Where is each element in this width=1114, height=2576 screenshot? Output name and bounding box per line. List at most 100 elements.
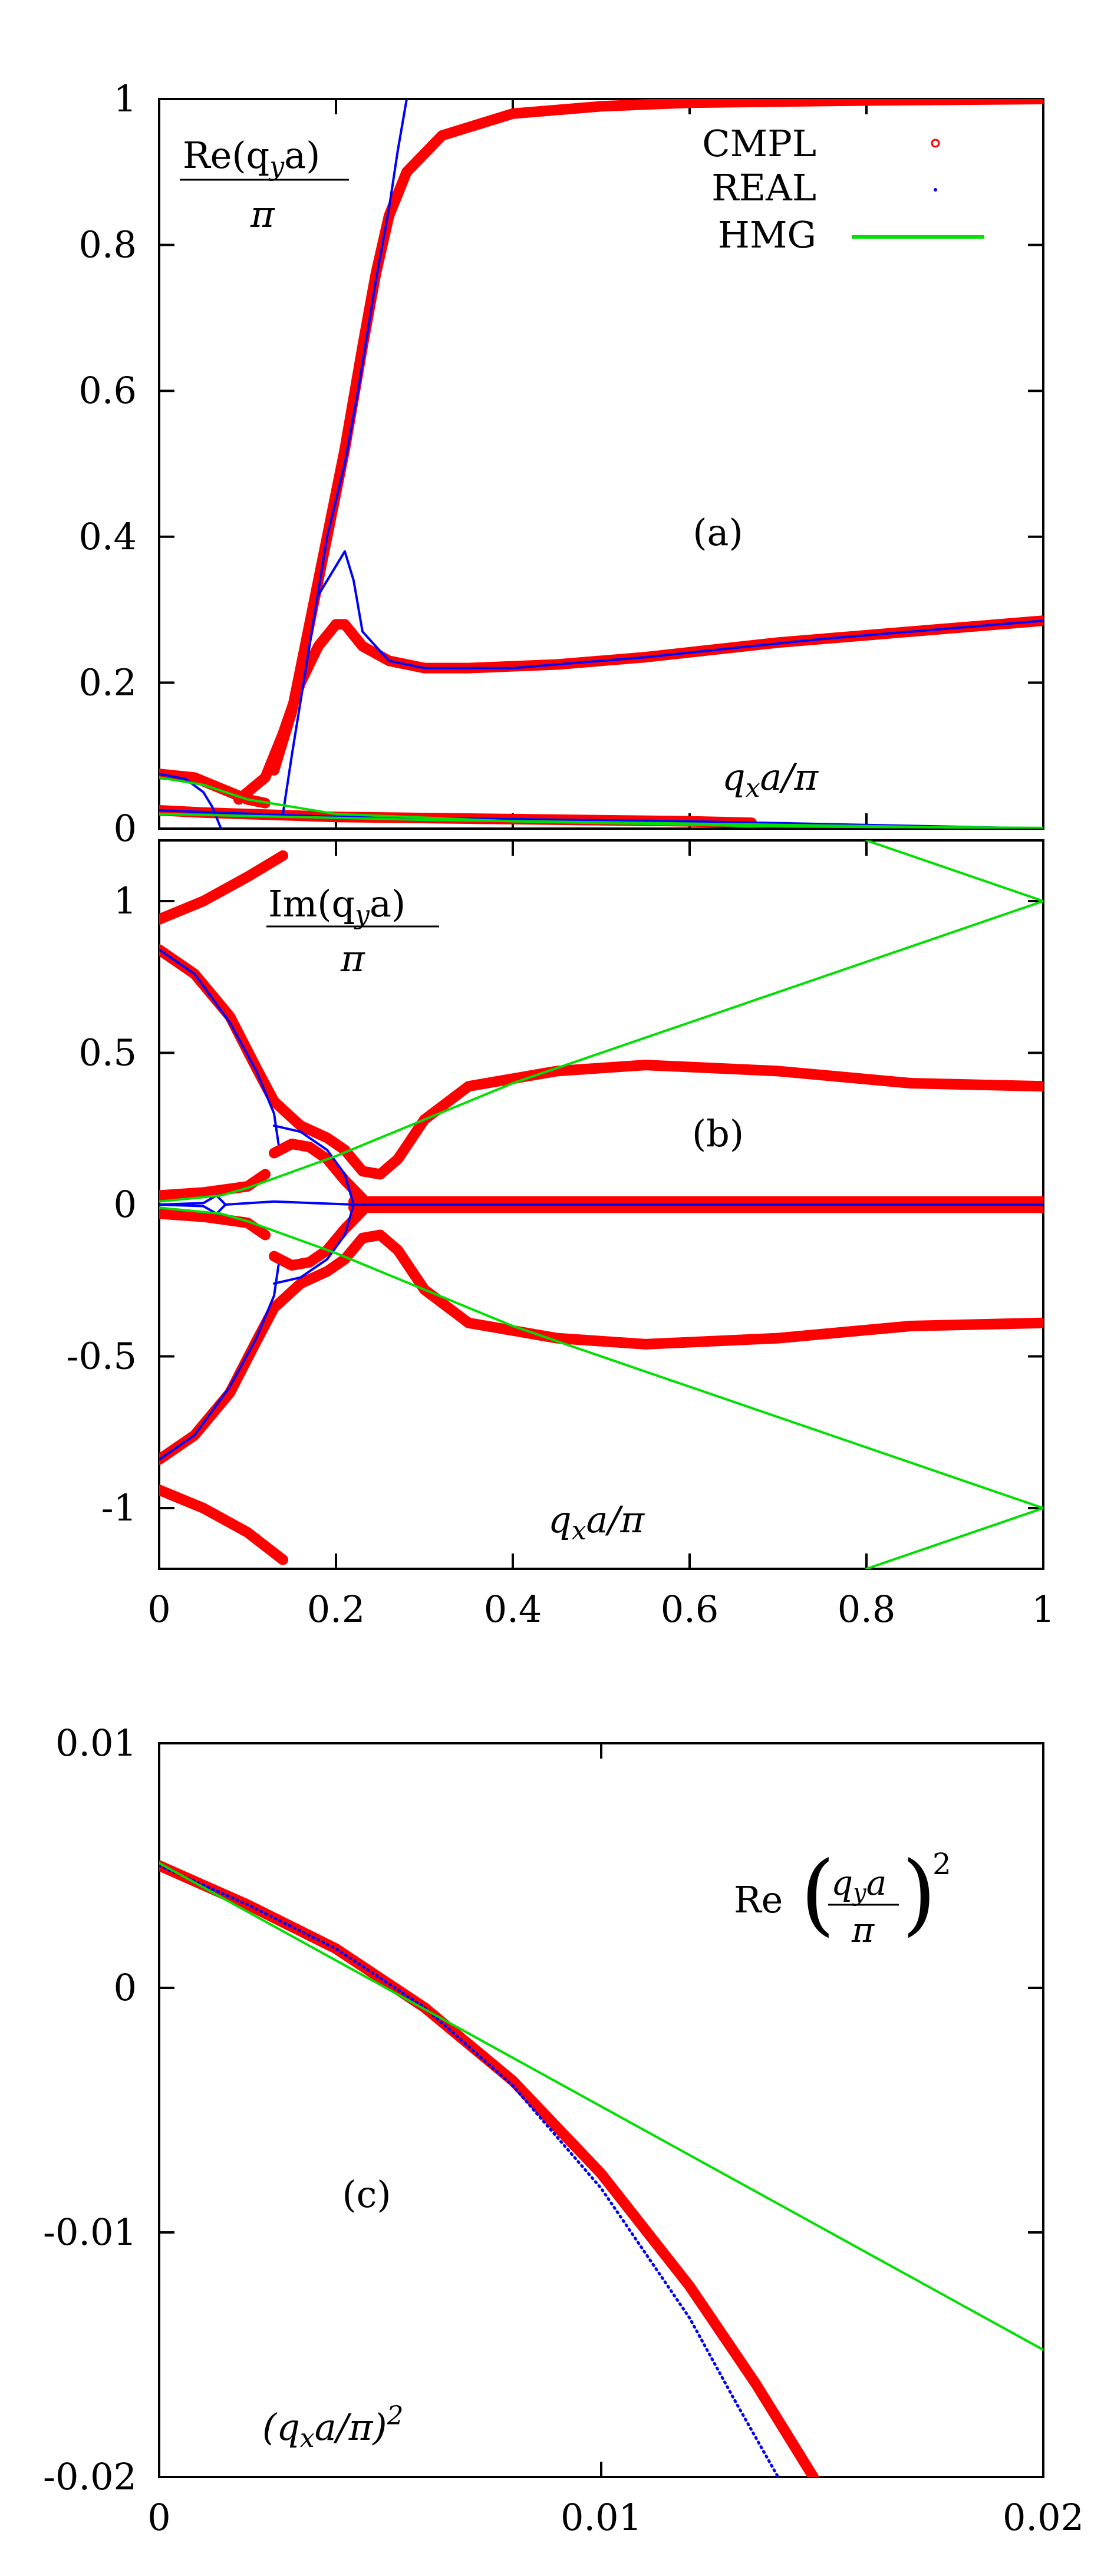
ytick-label-c-0: -0.02	[43, 2455, 137, 2498]
xtick-label-b-1: 0.2	[307, 1588, 365, 1631]
series-cmpl-a-curve-0	[269, 99, 1043, 776]
ticks-a: 0 0.2 0.4 0.6 0.8 1	[78, 77, 1044, 850]
legend-real-label: REAL	[711, 166, 816, 209]
series-real-b-curve-2	[273, 1124, 355, 1206]
ylabel-b-part2: a)	[370, 882, 406, 925]
ytick-label-c-1: -0.01	[43, 2211, 137, 2254]
ytick-label-a-3: 0.6	[78, 369, 137, 412]
ylabel-b-part1: Im(q	[268, 882, 355, 925]
ylabel-c-sub: y	[852, 1879, 867, 1907]
ytick-label-b-3: 0.5	[78, 1031, 137, 1074]
ylabel-a-denominator: π	[250, 193, 275, 236]
ylabel-a-part1: Re(q	[183, 134, 269, 177]
series-real-b-curve-1	[159, 1264, 280, 1461]
svg-text:Im(qya): Im(qya)	[268, 882, 406, 930]
xtick-label-b-0: 0	[147, 1588, 170, 1631]
series-cmpl-b-curve-0	[159, 850, 288, 925]
curves-a	[159, 99, 1043, 829]
ylabel-c-a: a	[866, 1863, 887, 1903]
ylabel-c-denominator: π	[851, 1910, 875, 1950]
legend-real-marker	[934, 188, 937, 192]
ytick-label-c-2: 0	[114, 1966, 137, 2009]
xlabel-b-sub: x	[572, 1516, 586, 1546]
xlabel-c-sub: x	[300, 2423, 315, 2453]
panel-label-a: (a)	[693, 511, 743, 554]
xtick-label-b-3: 0.6	[661, 1588, 719, 1631]
ylabel-c-q: q	[831, 1863, 853, 1903]
ytick-label-b-0: -1	[101, 1486, 137, 1529]
ylabel-c-num: qya	[831, 1863, 886, 1907]
series-hmg-b-curve-1	[159, 1206, 1043, 1509]
ylabel-c: Re ( qya π ) 2	[734, 1843, 951, 1950]
panel-label-b: (b)	[692, 1112, 744, 1155]
xtick-label-b-2: 0.4	[484, 1588, 542, 1631]
xlabel-c: (qxa/π)2	[262, 2401, 404, 2453]
series-real-b-curve-3	[273, 1203, 355, 1285]
plot-frame-a	[158, 98, 1044, 830]
panel-a: 0 0.2 0.4 0.6 0.8 1 Re(qya) π CMPL REAL HMG (…	[78, 77, 1044, 850]
series-real-b-curve-4	[159, 1194, 227, 1206]
ytick-label-b-1: -0.5	[66, 1335, 137, 1378]
series-hmg-a-curve-0	[159, 776, 1043, 829]
xtick-label-c-1: 0.01	[561, 2496, 642, 2539]
series-hmg-b-curve-2	[865, 840, 1043, 902]
series-cmpl-b-curve-6	[159, 1169, 271, 1201]
series-real-a-curve-2	[159, 773, 222, 829]
series-real-a-curve-1	[317, 550, 1043, 669]
legend-hmg-label: HMG	[718, 213, 816, 256]
ylabel-c-exponent: 2	[932, 1847, 951, 1881]
ytick-label-a-5: 1	[114, 77, 137, 120]
legend-cmpl-label: CMPL	[702, 122, 816, 165]
ytick-label-c-3: 0.01	[55, 1721, 137, 1764]
series-real-b-curve-6	[224, 1200, 1043, 1206]
ticks-c: -0.02 -0.01 0 0.01 0 0.01 0.02	[43, 1721, 1084, 2539]
legend-cmpl-marker	[931, 138, 940, 148]
series-cmpl-b-curve-7	[159, 1208, 271, 1241]
ylabel-a-part2: a)	[284, 134, 320, 177]
ylabel-b: Im(qya) π	[266, 882, 439, 980]
curves-b	[159, 840, 1043, 1569]
series-cmpl-b-curve-1	[159, 1485, 288, 1565]
xlabel-c-q: (q	[262, 2406, 300, 2449]
series-cmpl-a-curve-1	[233, 615, 1043, 805]
series-hmg-b-curve-0	[159, 900, 1043, 1203]
ytick-label-b-4: 1	[114, 879, 137, 922]
series-cmpl-b-curve-2	[159, 944, 1043, 1180]
series-real-c-curve-0	[159, 1864, 780, 2477]
ytick-label-b-2: 0	[114, 1183, 137, 1226]
series-real-b-curve-0	[159, 948, 280, 1145]
xtick-label-c-2: 0.02	[1003, 2496, 1084, 2539]
panel-label-c: (c)	[342, 2173, 391, 2216]
series-cmpl-c-curve-0	[159, 1860, 819, 2477]
series-hmg-b-curve-3	[865, 1507, 1043, 1569]
ytick-label-a-0: 0	[114, 807, 137, 850]
xlabel-a: qxa/π	[722, 756, 819, 803]
curves-c	[159, 1860, 1043, 2477]
ylabel-c-lparen: (	[800, 1843, 835, 1945]
xlabel-b: qxa/π	[548, 1498, 645, 1546]
xlabel-b-rest: a/π	[586, 1498, 645, 1541]
ylabel-a: Re(qya) π	[180, 134, 349, 236]
xlabel-a-rest: a/π	[760, 756, 819, 799]
xlabel-b-q: q	[548, 1498, 572, 1541]
ylabel-c-rparen: )	[902, 1843, 937, 1945]
series-real-a-curve-0	[282, 99, 408, 816]
xtick-label-b-5: 1	[1031, 1588, 1054, 1631]
series-hmg-a-curve-1	[159, 813, 1043, 829]
xlabel-c-rest: a/π)	[315, 2406, 387, 2449]
ytick-label-a-2: 0.4	[78, 515, 137, 558]
ticks-b: -1 -0.5 0 0.5 1 0 0.2 0.4 0.6 0.8 1	[66, 840, 1055, 1631]
series-real-b-curve-5	[159, 1203, 227, 1215]
xtick-label-c-0: 0	[147, 2496, 170, 2539]
ylabel-b-sub: y	[354, 900, 370, 930]
xlabel-a-q: q	[722, 756, 746, 799]
ylabel-c-re: Re	[734, 1878, 783, 1921]
ylabel-b-denominator: π	[340, 937, 365, 980]
xtick-label-b-4: 0.8	[838, 1588, 896, 1631]
legend-a: CMPL REAL HMG	[702, 122, 984, 256]
ytick-label-a-4: 0.8	[78, 223, 137, 266]
svg-text:Re(qya): Re(qya)	[183, 134, 320, 182]
panel-b: -1-0.500.510 0.2 0.4 0.6 0.8 1 Im(qya) π (b) …	[66, 839, 1055, 1631]
